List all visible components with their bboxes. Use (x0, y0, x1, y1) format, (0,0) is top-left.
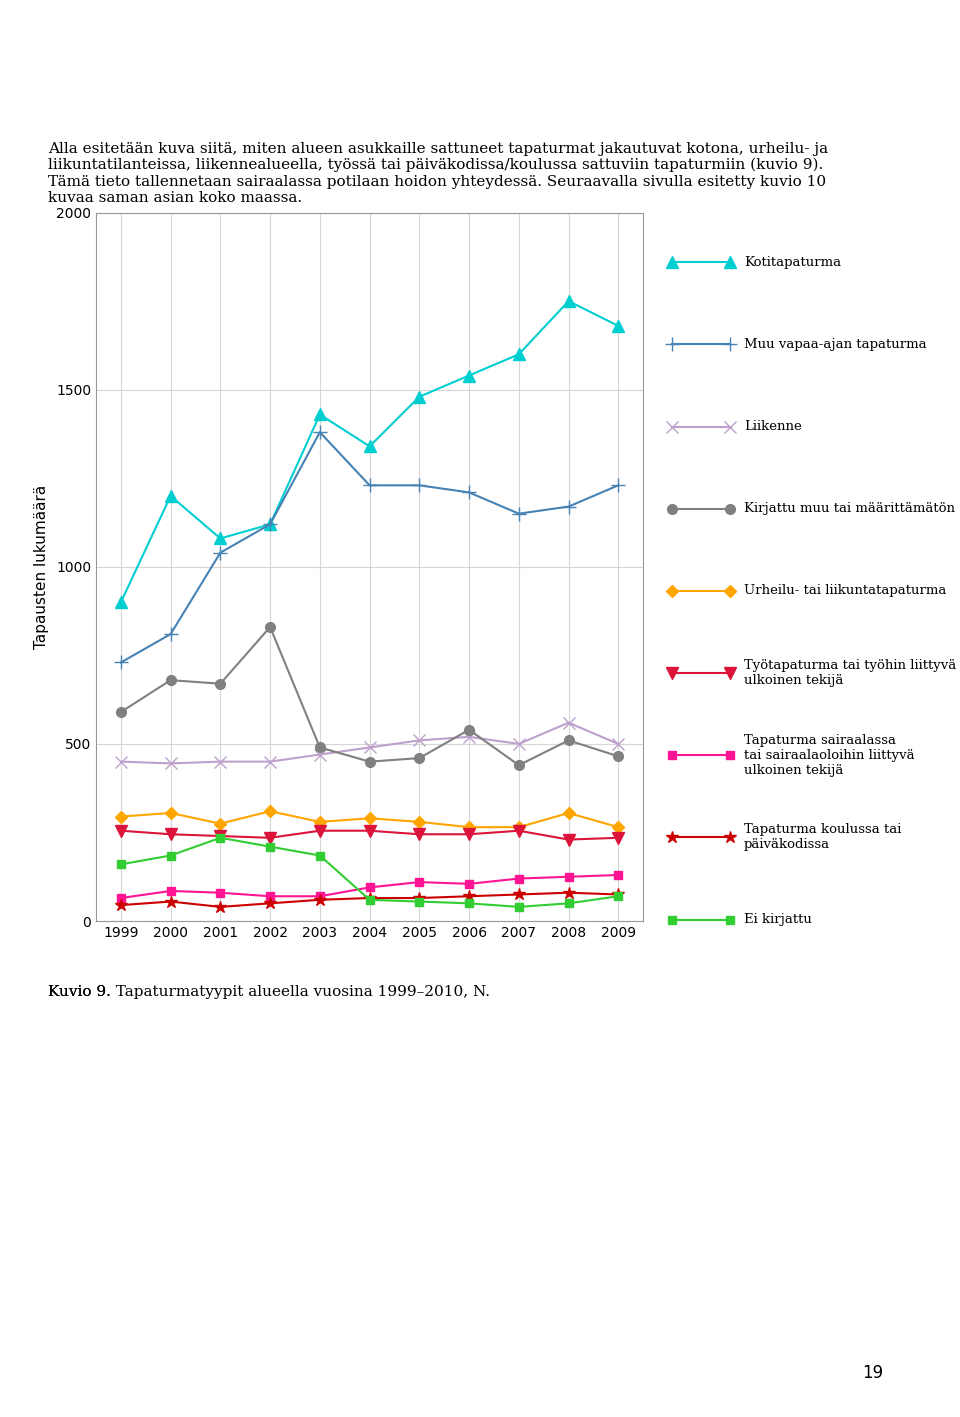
Text: Tapaturma sairaalassa
tai sairaalaoloihin liittyvä
ulkoinen tekijä: Tapaturma sairaalassa tai sairaalaoloihi… (744, 734, 915, 777)
Text: Muu vapaa-ajan tapaturma: Muu vapaa-ajan tapaturma (744, 337, 926, 351)
Text: 19: 19 (862, 1363, 883, 1382)
Text: Kuvio 9. Tapaturmatyypit alueella vuosina 1999–2010, N.: Kuvio 9. Tapaturmatyypit alueella vuosin… (48, 985, 490, 999)
Text: Urheilu- tai liikuntatapaturma: Urheilu- tai liikuntatapaturma (744, 584, 947, 598)
Text: Tapaturma koulussa tai
päiväkodissa: Tapaturma koulussa tai päiväkodissa (744, 823, 901, 852)
Text: Liikenne: Liikenne (744, 419, 802, 434)
Text: Ei kirjattu: Ei kirjattu (744, 913, 812, 927)
Text: Kotitapaturma: Kotitapaturma (744, 255, 841, 269)
Y-axis label: Tapausten lukumäärä: Tapausten lukumäärä (34, 485, 49, 649)
Text: Alla esitetään kuva siitä, miten alueen asukkaille sattuneet tapaturmat jakautuv: Alla esitetään kuva siitä, miten alueen … (48, 142, 828, 205)
Text: Kirjattu muu tai määrittämätön: Kirjattu muu tai määrittämätön (744, 502, 955, 516)
Text: Työtapaturma tai työhin liittyvä
ulkoinen tekijä: Työtapaturma tai työhin liittyvä ulkoine… (744, 659, 956, 687)
Text: Kuvio 9.: Kuvio 9. (48, 985, 116, 999)
